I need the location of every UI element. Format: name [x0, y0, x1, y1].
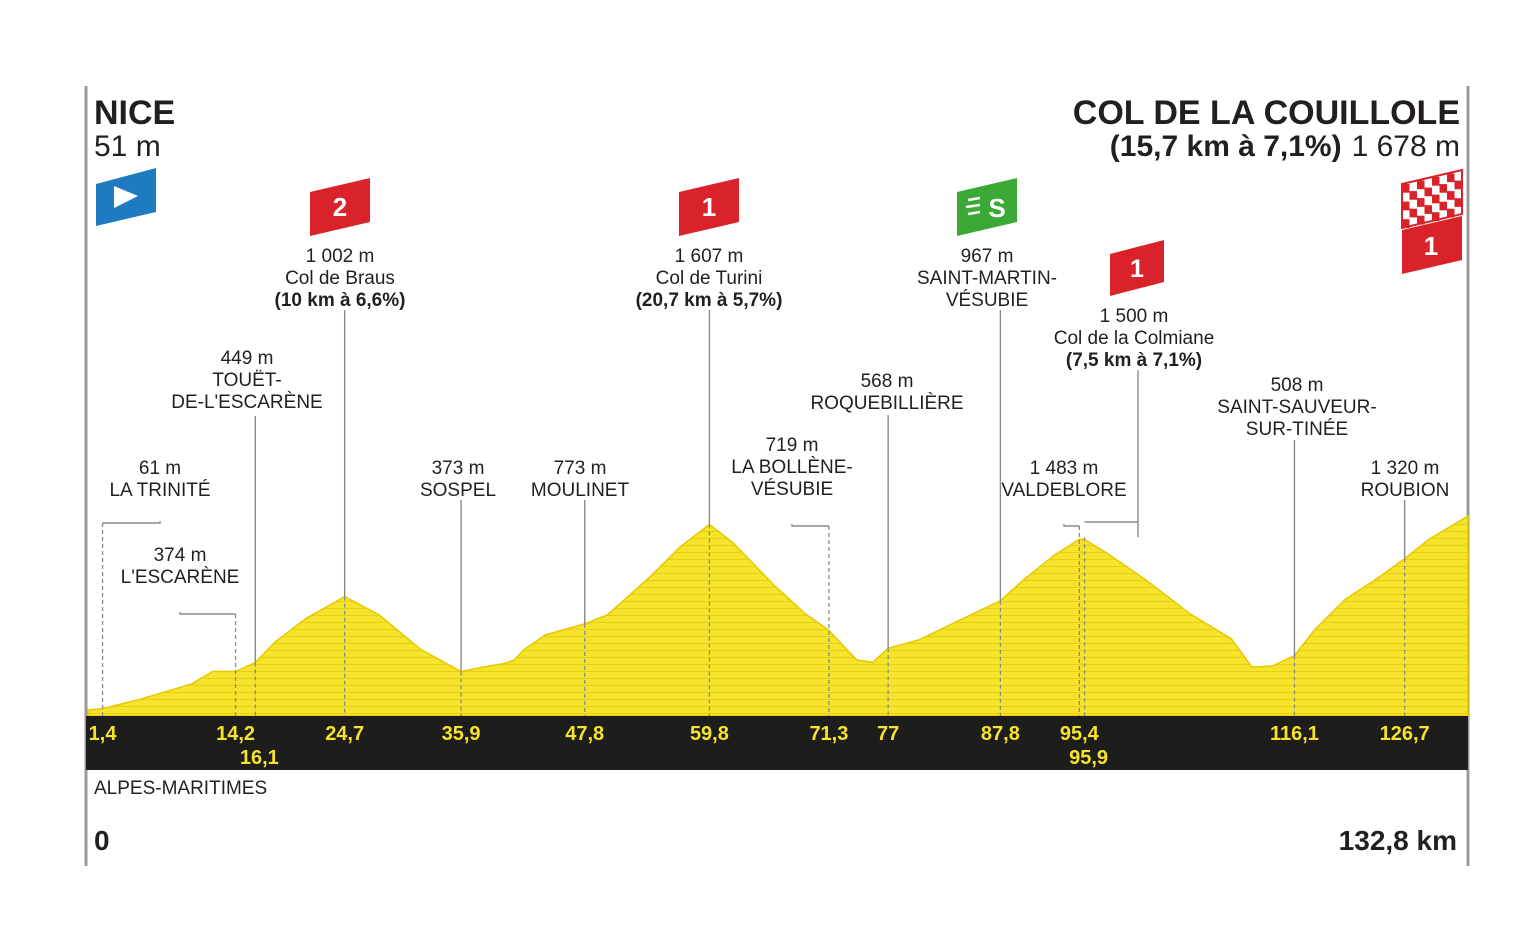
waypoint-name: Col de Braus	[285, 268, 395, 289]
finish-subtitle: (15,7 km à 7,1%) 1 678 m	[1110, 130, 1460, 163]
waypoint-leader-line	[791, 524, 829, 527]
km-label: 95,9	[1069, 747, 1108, 769]
waypoint-name-lines: VÉSUBIE	[946, 290, 1028, 311]
waypoint-leader-line	[179, 612, 236, 615]
finish-altitude: 1 678 m	[1352, 130, 1460, 163]
waypoint-climb: (10 km à 6,6%)	[275, 290, 406, 311]
km-label: 16,1	[240, 747, 279, 769]
waypoint-alt: 773 m	[554, 458, 607, 479]
colmiane-cat1-flag-icon: 1	[1110, 240, 1164, 296]
waypoint-alt: 1 607 m	[675, 246, 744, 267]
colmiane-flag-number: 1	[1130, 255, 1144, 283]
waypoint-alt: 373 m	[432, 458, 485, 479]
km-label: 77	[877, 723, 899, 745]
waypoint-name: VALDEBLORE	[1001, 480, 1126, 501]
km-band	[86, 716, 1468, 770]
waypoint-name: ROQUEBILLIÈRE	[810, 393, 963, 414]
km-label: 24,7	[325, 723, 364, 745]
km-label: 95,4	[1060, 723, 1100, 745]
waypoint-name-lines: SAINT-SAUVEUR-	[1217, 397, 1376, 418]
turini-cat1-flag-icon: 1	[679, 178, 739, 236]
waypoint-climb: (20,7 km à 5,7%)	[636, 290, 783, 311]
department-label: ALPES-MARITIMES	[94, 778, 267, 799]
waypoint-name: Col de Turini	[656, 268, 763, 289]
finish-flag-number: 1	[1424, 231, 1438, 261]
km-label: 1,4	[89, 723, 118, 745]
finish-climb: (15,7 km à 7,1%)	[1110, 130, 1342, 163]
elevation-profile-area	[87, 514, 1469, 717]
waypoint-alt: 568 m	[861, 371, 914, 392]
waypoint-alt: 719 m	[766, 435, 819, 456]
waypoint-0: 61 mLA TRINITÉ	[101, 458, 211, 716]
waypoint-name: Col de la Colmiane	[1054, 328, 1215, 349]
km-label: 59,8	[690, 723, 729, 745]
braus-flag-number: 2	[333, 192, 347, 222]
km-label: 126,7	[1380, 723, 1430, 745]
distance-start: 0	[94, 825, 110, 856]
waypoint-climb: (7,5 km à 7,1%)	[1066, 350, 1202, 371]
distance-end: 132,8 km	[1339, 825, 1457, 856]
waypoint-alt: 508 m	[1271, 375, 1324, 396]
waypoint-1: 374 mL'ESCARÈNE	[121, 545, 240, 716]
braus-cat2-flag-icon: 2	[310, 178, 370, 236]
km-label: 47,8	[565, 723, 604, 745]
finish-checkered-flag-icon	[1401, 168, 1463, 230]
km-label: 35,9	[442, 723, 481, 745]
waypoint-leader-line	[1063, 524, 1080, 527]
waypoint-alt: 1 002 m	[306, 246, 375, 267]
waypoint-alt: 1 483 m	[1030, 458, 1099, 479]
waypoint-leader-line	[102, 521, 161, 524]
waypoint-name: ROUBION	[1361, 480, 1450, 501]
waypoint-alt: 1 500 m	[1100, 306, 1169, 327]
waypoint-name-lines: SAINT-MARTIN-	[917, 268, 1057, 289]
turini-flag-number: 1	[702, 192, 716, 222]
waypoint-7: 719 mLA BOLLÈNE-VÉSUBIE	[731, 435, 853, 716]
km-label: 116,1	[1270, 723, 1319, 745]
start-flag-icon	[96, 168, 156, 226]
km-label: 71,3	[809, 723, 848, 745]
km-label: 14,2	[216, 723, 255, 745]
waypoint-alt: 449 m	[221, 348, 274, 369]
finish-cat1-flag-icon: 1	[1402, 216, 1462, 274]
sprint-flag-icon: S	[957, 178, 1017, 236]
start-altitude: 51 m	[94, 130, 161, 163]
km-labels: 1,4 14,216,1 24,7 35,9 47,8 59,8 71,3 77 87,8 95,…	[89, 723, 1430, 769]
waypoint-name-lines: DE-L'ESCARÈNE	[171, 392, 322, 413]
waypoint-name-lines: SUR-TINÉE	[1246, 419, 1348, 440]
waypoint-name: L'ESCARÈNE	[121, 567, 240, 588]
waypoint-name-lines: VÉSUBIE	[751, 479, 833, 500]
waypoint-alt: 1 320 m	[1371, 458, 1440, 479]
sprint-flag-letter: S	[988, 193, 1005, 223]
waypoint-name: SOSPEL	[420, 480, 496, 501]
km-label: 87,8	[981, 723, 1020, 745]
waypoint-name-lines: LA BOLLÈNE-	[731, 457, 852, 478]
waypoint-alt: 374 m	[154, 545, 207, 566]
waypoint-name: MOULINET	[531, 480, 630, 501]
waypoint-name-lines: TOUËT-	[212, 370, 281, 391]
waypoint-name: LA TRINITÉ	[109, 480, 210, 501]
waypoint-alt: 61 m	[139, 458, 181, 479]
start-name: NICE	[94, 94, 175, 132]
finish-name: COL DE LA COUILLOLE	[1073, 94, 1460, 132]
waypoint-alt: 967 m	[961, 246, 1014, 267]
